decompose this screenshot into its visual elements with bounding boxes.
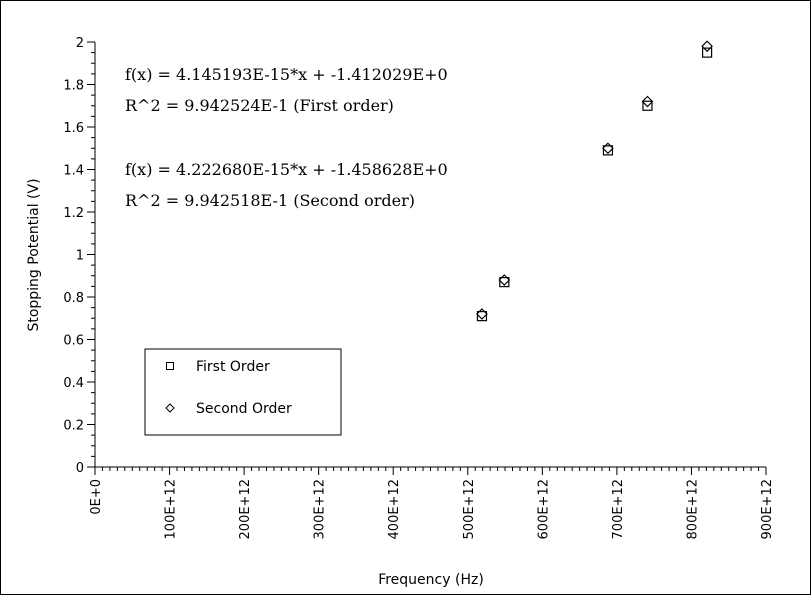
x-tick-label: 800E+12 — [685, 479, 700, 539]
legend-box — [144, 348, 342, 436]
y-tick-label: 0.8 — [63, 291, 84, 306]
legend-marker-first-order — [166, 362, 174, 370]
second-order-point — [498, 274, 511, 286]
y-tick-label: 0.4 — [63, 376, 84, 391]
y-tick-label: 0.6 — [63, 334, 84, 349]
annotation-fit-second: f(x) = 4.222680E-15*x + -1.458628E+0 — [125, 160, 448, 179]
x-tick-label: 0E+0 — [89, 479, 104, 515]
second-order-point — [476, 308, 488, 320]
x-tick-label: 400E+12 — [387, 479, 402, 539]
y-axis-label: Stopping Potential (V) — [26, 178, 42, 331]
x-tick-label: 500E+12 — [462, 479, 477, 539]
second-order-point — [602, 142, 614, 155]
legend-marker-second-order — [165, 403, 175, 413]
second-order-point — [641, 95, 654, 108]
x-axis-label: Frequency (Hz) — [378, 572, 484, 588]
y-tick-label: 2 — [76, 36, 84, 51]
y-tick-label: 1.6 — [63, 121, 84, 136]
data-points — [476, 40, 713, 322]
first-order-point — [499, 277, 510, 288]
x-tick-label: 100E+12 — [164, 479, 179, 539]
first-order-point — [476, 311, 488, 322]
y-tick-label: 1.2 — [63, 206, 84, 221]
first-order-point — [602, 145, 614, 156]
y-tick-label: 1 — [76, 249, 84, 264]
second-order-point — [701, 40, 713, 53]
legend-label-first-order: First Order — [196, 359, 270, 375]
x-tick-label: 700E+12 — [611, 479, 626, 539]
y-tick-label: 0 — [76, 461, 84, 476]
x-tick-label: 300E+12 — [313, 479, 328, 539]
annotation-r2-first: R^2 = 9.942524E-1 (First order) — [125, 96, 394, 115]
x-tick-label: 600E+12 — [536, 479, 551, 539]
x-tick-label: 900E+12 — [760, 479, 775, 539]
x-ticks: 0E+0 100E+12 200E+12 300E+12 400E+12 500E+12 6… — [89, 467, 775, 539]
annotation-r2-second: R^2 = 9.942518E-1 (Second order) — [125, 191, 415, 210]
first-order-point — [702, 47, 713, 58]
first-order-point — [642, 100, 653, 111]
annotation-fit-first: f(x) = 4.145193E-15*x + -1.412029E+0 — [125, 65, 448, 84]
legend-label-second-order: Second Order — [196, 401, 292, 417]
x-tick-label: 200E+12 — [238, 479, 253, 539]
y-tick-label: 1.8 — [63, 79, 84, 94]
y-tick-label: 0.2 — [63, 419, 84, 434]
legend: First Order Second Order — [144, 348, 342, 436]
y-tick-label: 1.4 — [63, 164, 84, 179]
y-ticks: 0 0.2 0.4 0.6 0.8 1 1.2 1.4 1.6 1.8 2 — [63, 36, 95, 476]
